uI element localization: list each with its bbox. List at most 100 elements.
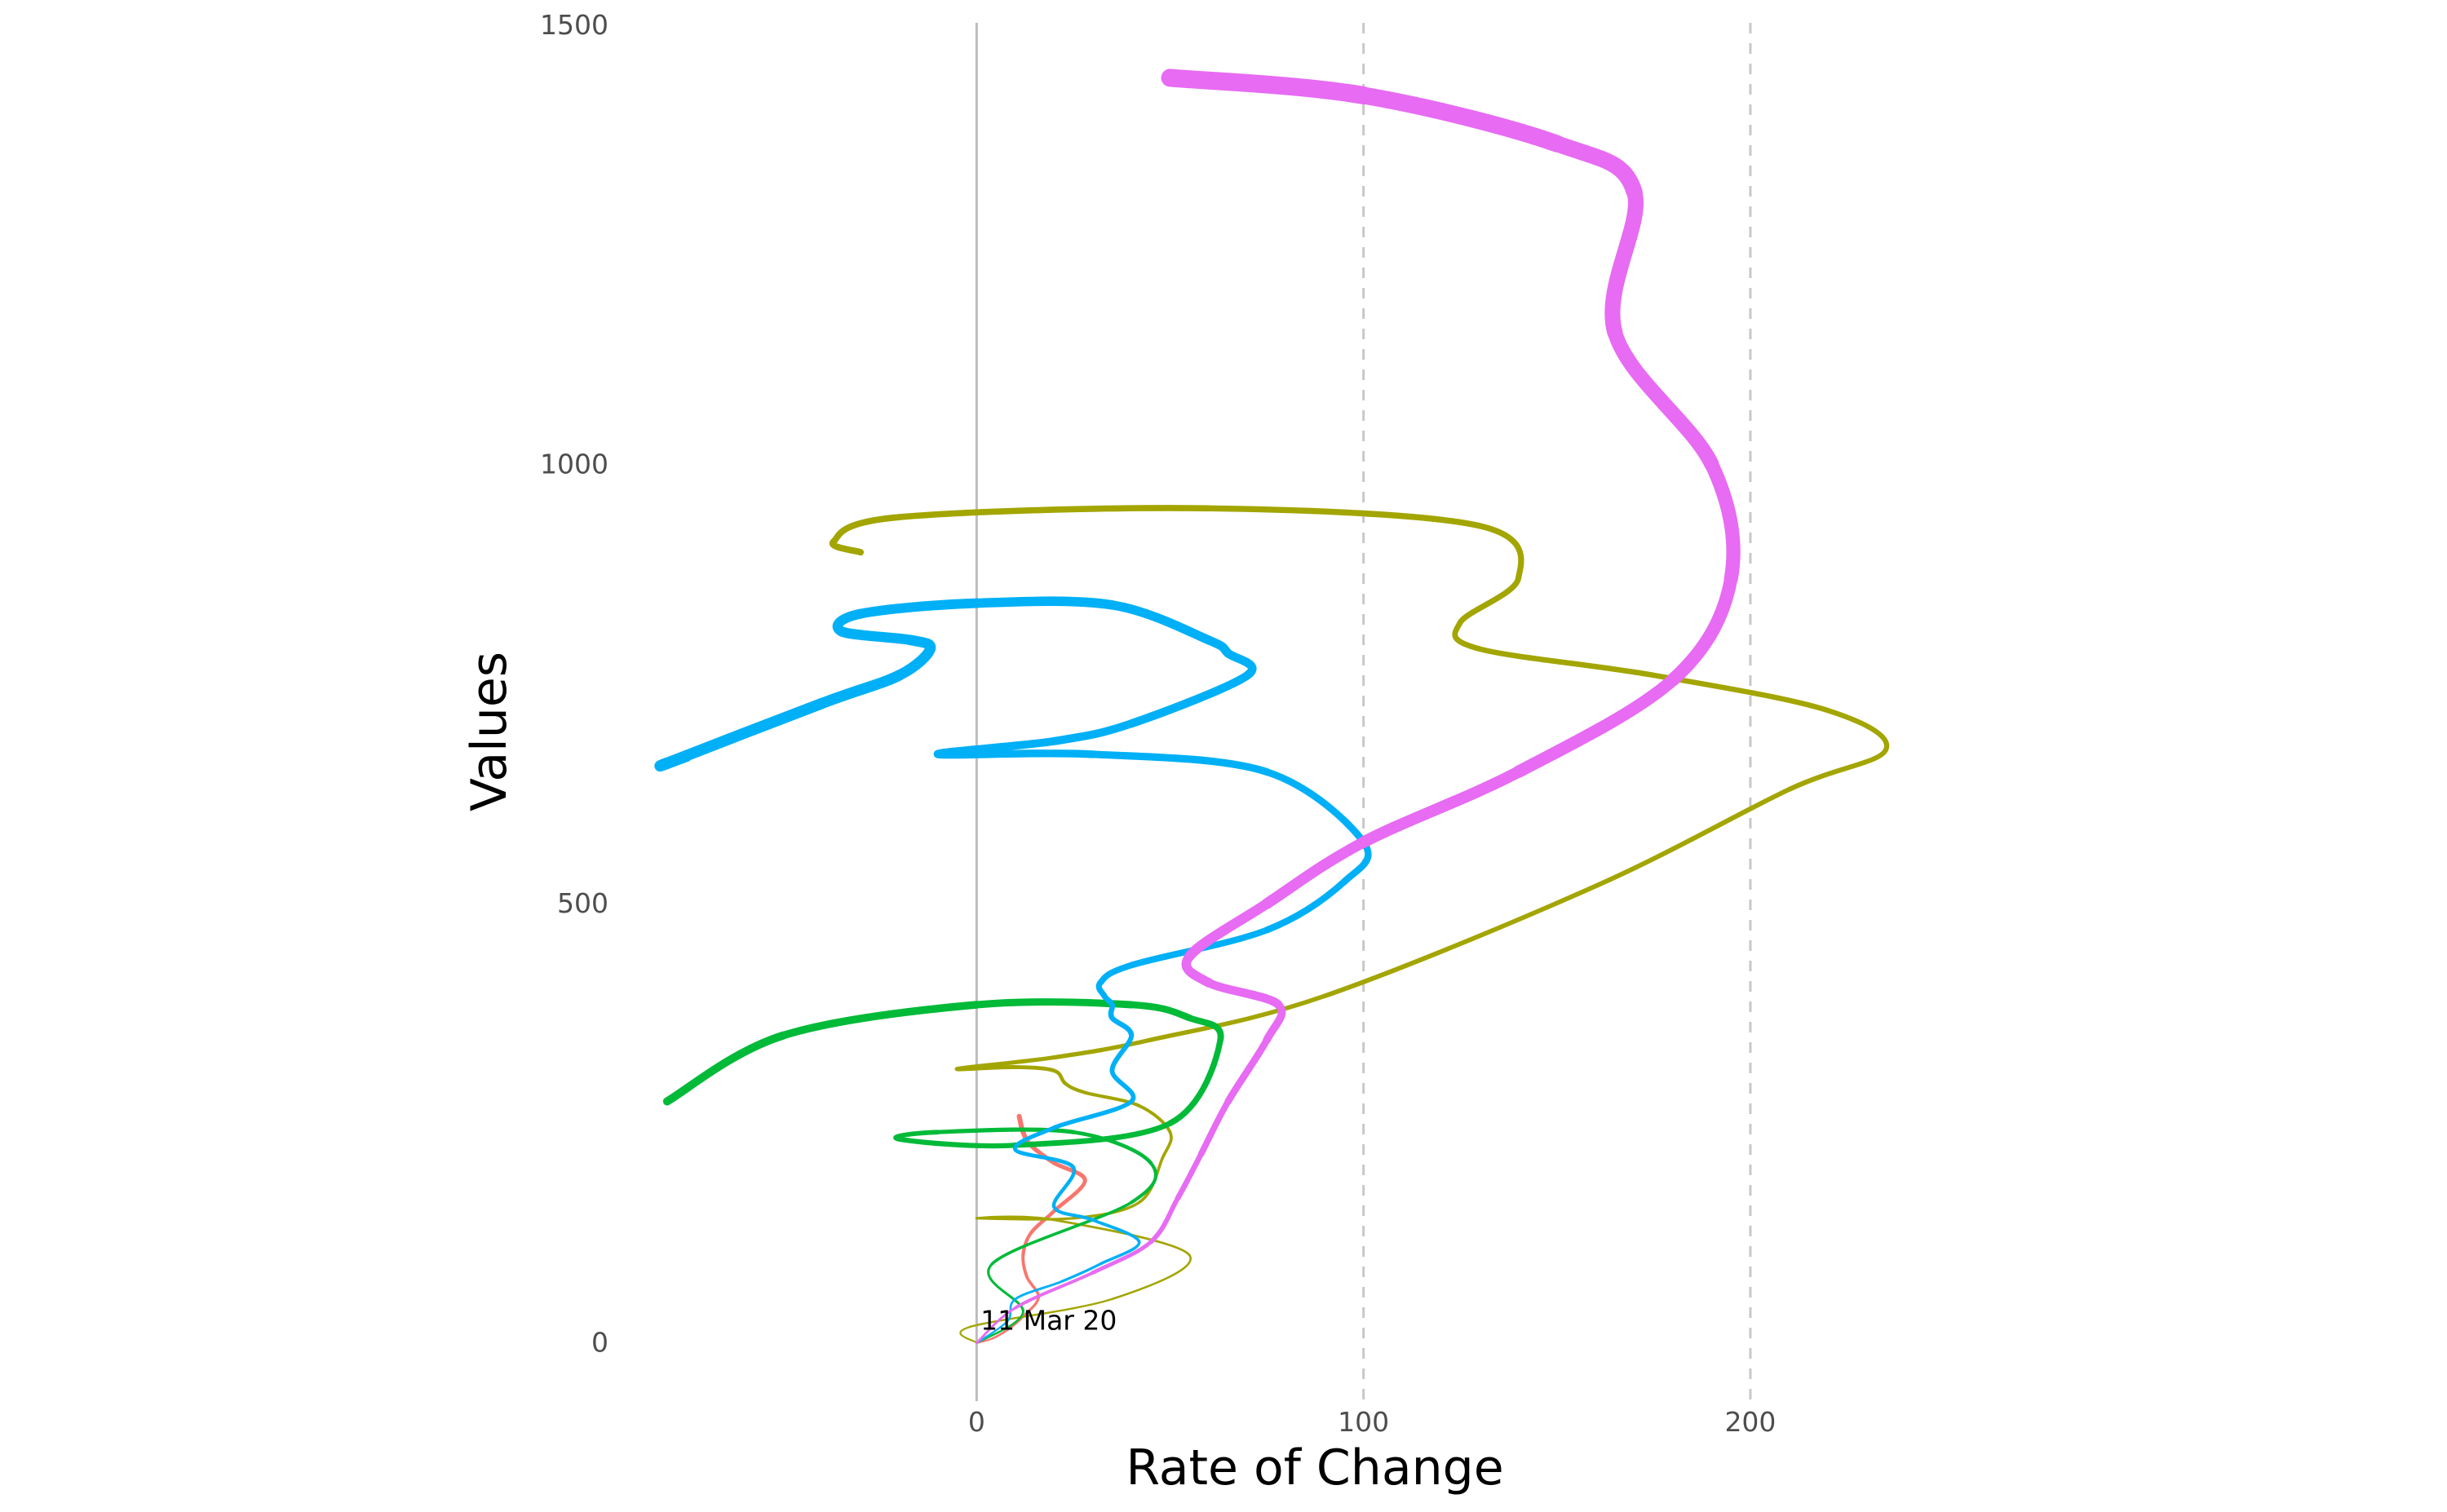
series-4-segment (1704, 457, 1741, 586)
series-3-segment (893, 643, 936, 681)
x-tick-labels: 0 100 200 (968, 1406, 1777, 1438)
series-1-segment (1476, 523, 1524, 582)
series-3-segment (1013, 1147, 1076, 1169)
series-2-segment (1127, 1001, 1193, 1022)
series-layer (654, 69, 1890, 1345)
series-1-segment (1206, 505, 1483, 529)
series-4-segment (1091, 1240, 1153, 1275)
series-3-segment (1060, 1262, 1102, 1283)
series-3-segment (1052, 1205, 1095, 1222)
series-2-segment (896, 1136, 1018, 1149)
series-1-segment (1825, 707, 1890, 753)
series-0-segment (1029, 1209, 1056, 1236)
series-4-segment (1666, 572, 1738, 687)
series-4-segment (1161, 69, 1373, 104)
series-3-segment (1099, 1240, 1141, 1266)
series-4-segment (1355, 86, 1566, 153)
series-2-segment (1186, 1015, 1224, 1044)
series-2-segment (779, 1001, 981, 1040)
series-3-segment (1050, 719, 1136, 745)
series-0-segment (1021, 1253, 1029, 1279)
series-3-segment (1263, 768, 1368, 847)
series-1-segment (1476, 646, 1657, 679)
series-1-segment (959, 1326, 978, 1344)
series-4-segment (1197, 1098, 1232, 1157)
series-2-segment (936, 1127, 1076, 1134)
series-4-segment (1604, 183, 1644, 341)
series-3-segment (1014, 1280, 1064, 1301)
series-4-segment (1148, 1196, 1180, 1245)
series-2-segment (987, 1262, 1024, 1314)
series-2-segment (1130, 1161, 1158, 1205)
series-4-segment (1175, 1151, 1204, 1201)
series-1-segment (830, 514, 903, 546)
series-1-segment (1452, 619, 1483, 652)
series-3-segment (654, 750, 693, 772)
series-1-segment (975, 1217, 1075, 1221)
series-3-segment (1051, 1165, 1077, 1209)
series-1-segment (1013, 1065, 1056, 1073)
series-1-segment (1322, 883, 1599, 999)
series-1-segment (896, 505, 1212, 520)
series-4-segment (1013, 1271, 1095, 1310)
series-1-segment (1137, 1103, 1172, 1134)
series-3-segment (1051, 1099, 1134, 1130)
series-2-segment (1012, 1121, 1173, 1148)
series-4-segment (1261, 836, 1370, 909)
series-1-segment (1148, 993, 1327, 1042)
series-3-segment (836, 626, 916, 646)
reference-lines (975, 23, 1752, 1401)
series-1-segment (955, 1055, 1056, 1072)
x-tick-label: 0 (968, 1406, 985, 1438)
series-3-segment (1097, 962, 1135, 986)
series-2-segment (1071, 1130, 1153, 1165)
series-2-segment (990, 1200, 1133, 1266)
series-4 (975, 69, 1741, 1345)
series-4-segment (1224, 1036, 1271, 1105)
series-1-segment (967, 1298, 1113, 1329)
series-1-segment (1593, 787, 1792, 889)
series-3-segment (1107, 600, 1214, 645)
series-3-segment (1109, 1015, 1135, 1038)
series-2-segment (972, 998, 1135, 1009)
series-2 (662, 998, 1224, 1344)
series-1-segment (1161, 1130, 1173, 1161)
series-1-segment (829, 538, 865, 556)
series-1-segment (1064, 1081, 1087, 1094)
series-4-segment (1357, 766, 1524, 848)
series-1 (829, 505, 1890, 1344)
series-2-segment (662, 1031, 788, 1106)
series-3 (654, 596, 1372, 1344)
series-2-segment (893, 1130, 940, 1142)
series-4-segment (1511, 673, 1679, 779)
series-3-segment (1013, 1125, 1056, 1152)
series-3-segment (856, 598, 982, 619)
series-1-segment (1786, 747, 1888, 793)
y-tick-label: 1500 (540, 9, 608, 41)
series-3-segment (1089, 750, 1271, 776)
x-axis-title: Rate of Change (1126, 1439, 1503, 1497)
series-3-segment (1091, 1218, 1141, 1244)
series-4-segment (1204, 978, 1283, 1010)
series-3-segment (971, 596, 1117, 610)
series-3-segment (1126, 670, 1252, 728)
series-3-segment (934, 736, 1059, 758)
series-4-segment (1607, 325, 1719, 472)
series-1-segment (1083, 1090, 1141, 1107)
series-3-segment (1263, 878, 1347, 934)
series-1-segment (1051, 1068, 1068, 1086)
series-3-segment (1109, 1068, 1136, 1104)
series-0-segment (990, 1329, 1009, 1340)
y-tick-label: 1000 (540, 448, 608, 480)
series-1-segment (1051, 1037, 1153, 1060)
series-4-segment (975, 1306, 1017, 1345)
series-0-segment (1021, 1296, 1040, 1319)
y-tick-label: 500 (557, 887, 608, 919)
series-3-segment (1224, 648, 1257, 680)
x-tick-label: 100 (1338, 1406, 1389, 1438)
series-3-segment (1109, 1032, 1135, 1073)
y-axis-title: Values (461, 652, 518, 811)
series-4-segment (1184, 898, 1272, 962)
x-tick-label: 200 (1724, 1406, 1776, 1438)
series-0-segment (1025, 1275, 1041, 1299)
